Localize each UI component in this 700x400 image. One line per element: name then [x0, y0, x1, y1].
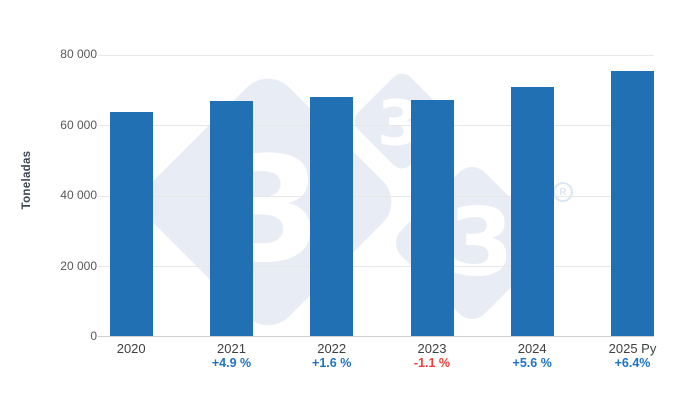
growth-label-2021: +4.9 % — [211, 355, 252, 370]
y-tick-label-20000: 20 000 — [60, 258, 97, 273]
y-tick-label-40000: 40 000 — [60, 188, 97, 202]
y-tick-label-60000: 60 000 — [60, 117, 97, 132]
x-axis-label-2024: 2024 — [517, 341, 547, 356]
y-tick-label-80000: 80 000 — [60, 47, 97, 61]
growth-label-2024: +5.6 % — [512, 355, 552, 370]
bar-2023[interactable] — [410, 99, 454, 337]
x-axis-line — [98, 336, 654, 337]
registered-trademark-letter: R — [559, 186, 567, 198]
y-tick-label-0: 0 — [90, 329, 97, 343]
bar-2020[interactable] — [109, 112, 153, 337]
bar-2025 Py[interactable] — [611, 70, 654, 337]
bar-2024[interactable] — [510, 86, 554, 337]
growth-label-2025 Py: +6.4% — [614, 355, 651, 370]
x-axis-label-2021: 2021 — [217, 341, 246, 356]
x-axis-label-2020: 2020 — [116, 341, 146, 356]
registered-trademark-icon: R — [553, 182, 573, 202]
growth-label-2022: +1.6 % — [312, 355, 352, 370]
x-axis-label-2025 Py: 2025 Py — [608, 341, 657, 356]
x-axis-label-2022: 2022 — [317, 341, 347, 356]
gridline-60000 — [98, 125, 654, 126]
bar-2022[interactable] — [310, 97, 354, 337]
gridline-80000 — [98, 54, 654, 56]
x-axis-label-2023: 2023 — [417, 341, 447, 356]
bar-2021[interactable] — [210, 101, 253, 337]
growth-label-2023: -1.1 % — [413, 355, 451, 370]
gridline-40000 — [98, 195, 654, 197]
gridline-20000 — [98, 266, 654, 267]
